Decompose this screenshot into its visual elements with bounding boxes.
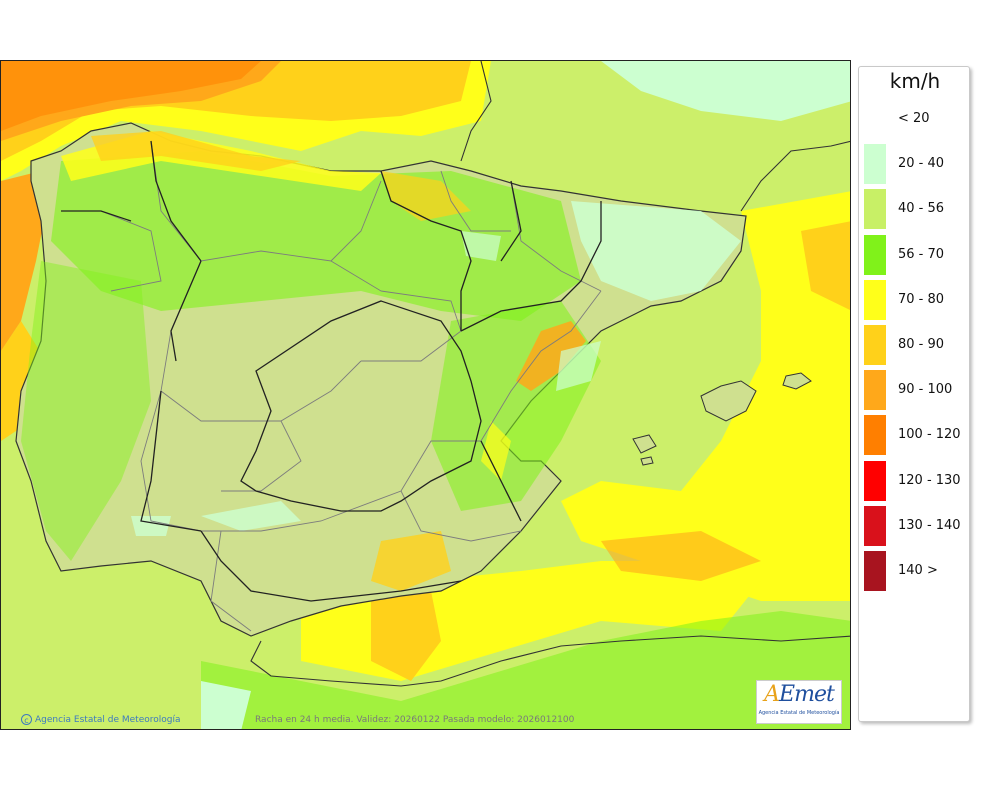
legend-item: 100 - 120 — [864, 415, 968, 456]
legend-swatch — [864, 189, 886, 230]
legend-item: 130 - 140 — [864, 505, 968, 546]
legend-item: 56 - 70 — [864, 234, 968, 275]
legend-swatch — [864, 234, 886, 275]
north-africa-pale — [201, 681, 251, 729]
legend-swatch — [864, 505, 886, 546]
legend-label: < 20 — [898, 111, 930, 126]
sea-zone-biscay-red — [1, 61, 261, 131]
terrain-pale-spot-3 — [461, 231, 501, 261]
terrain-south-yellow — [371, 531, 451, 591]
legend-item: 90 - 100 — [864, 370, 968, 411]
logo-rest: Emet — [779, 682, 835, 707]
legend-swatch — [864, 415, 886, 456]
legend-label: 70 - 80 — [898, 291, 945, 307]
aemet-logo: AEmet Agencia Estatal de Meteorología — [756, 680, 842, 724]
legend-label: 40 - 56 — [898, 201, 945, 217]
legend-label: 140 > — [898, 563, 938, 578]
legend-panel: km/h < 20 20 - 40 40 - 56 56 - 70 70 - 80 80 … — [858, 66, 970, 722]
community-borders — [61, 140, 602, 602]
terrain-west-green — [21, 261, 151, 561]
terrain-pale-spot-1 — [201, 501, 301, 531]
legend-item: 20 - 40 — [864, 144, 968, 185]
legend-swatch — [864, 144, 886, 185]
island-mallorca — [700, 380, 757, 422]
legend-swatch — [864, 551, 886, 591]
legend-label: 20 - 40 — [898, 156, 945, 172]
copyright-icon: c — [21, 714, 32, 725]
aemet-logo-subtitle: Agencia Estatal de Meteorología — [758, 710, 840, 716]
legend-label: 56 - 70 — [898, 246, 945, 262]
legend-swatch — [864, 325, 886, 365]
legend-item: 70 - 80 — [864, 279, 968, 320]
north-africa-coast — [201, 611, 850, 729]
legend-swatch — [864, 279, 886, 320]
africa-coast — [250, 635, 850, 687]
island-menorca — [782, 372, 812, 390]
sea-zone-med-yellow — [561, 191, 850, 601]
legend-swatch — [864, 99, 886, 139]
sea-zone-gulf-lion-pale — [601, 61, 850, 121]
legend-item: 120 - 130 — [864, 460, 968, 501]
legend-item: 80 - 90 — [864, 325, 968, 365]
map-panel[interactable]: c Agencia Estatal de Meteorología Racha … — [0, 60, 851, 730]
terrain-pyrenees-yellow — [381, 171, 471, 221]
agency-name: Agencia Estatal de Meteorología — [35, 714, 181, 725]
legend-label: 100 - 120 — [898, 427, 961, 443]
sea-zone-atlantic-orange — [1, 171, 46, 351]
legend-label: 90 - 100 — [898, 382, 953, 398]
island-formentera — [640, 456, 654, 466]
legend-label: 120 - 130 — [898, 472, 961, 488]
legend-item: < 20 — [864, 99, 968, 139]
france-coast — [460, 61, 850, 212]
agency-credit: c Agencia Estatal de Meteorología — [21, 714, 181, 725]
wind-gust-map[interactable] — [1, 61, 851, 730]
sea-zone-atlantic-yellow — [1, 321, 46, 441]
aemet-logo-word: AEmet — [757, 681, 841, 709]
sea-zone-south-orange — [601, 531, 761, 581]
terrain-south-yellow-2 — [481, 421, 511, 481]
validity-text: Racha en 24 h media. Validez: 20260122 P… — [255, 715, 575, 725]
legend-label: 130 - 140 — [898, 517, 961, 533]
sea-zone-med-orange — [801, 221, 850, 311]
legend-item: 40 - 56 — [864, 189, 968, 230]
terrain-catalonia-pale — [571, 201, 741, 301]
legend-item: 140 > — [864, 551, 968, 591]
legend-label: 80 - 90 — [898, 337, 945, 352]
sea-zone-alboran-orange — [371, 591, 441, 681]
legend-swatch — [864, 460, 886, 501]
logo-a: A — [764, 682, 780, 707]
island-ibiza — [632, 434, 657, 454]
terrain-iberian-orange — [516, 321, 586, 391]
terrain-cantabrian-orange — [91, 131, 301, 171]
legend-swatch — [864, 370, 886, 411]
legend-unit: km/h — [889, 69, 941, 93]
terrain-pale-spot-4 — [556, 341, 601, 391]
